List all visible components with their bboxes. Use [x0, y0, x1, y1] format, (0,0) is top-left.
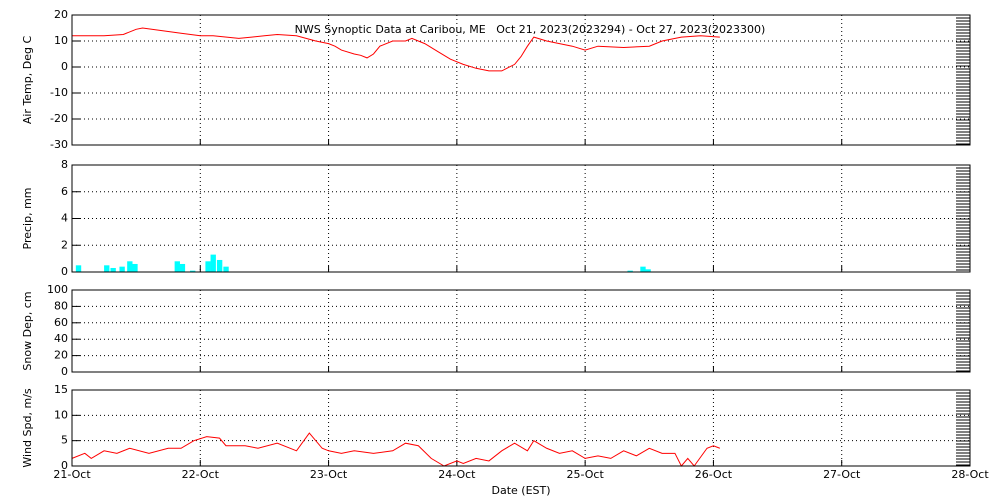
bar	[627, 270, 633, 272]
bar	[75, 265, 82, 272]
y-tick-label: -30	[50, 138, 68, 151]
y-tick-label: 2	[61, 238, 68, 251]
y-tick-label: 40	[54, 332, 68, 345]
bar	[645, 269, 651, 272]
y-tick-label: 20	[54, 8, 68, 21]
plot-frame	[71, 289, 971, 373]
y-tick-label: 8	[61, 158, 68, 171]
y-tick-label: 5	[61, 434, 68, 447]
x-tick-label: 23-Oct	[310, 468, 348, 481]
y-tick-label: 10	[54, 34, 68, 47]
bar	[190, 270, 196, 272]
y-tick-label: 0	[61, 365, 68, 378]
y-tick-label: 0	[61, 60, 68, 73]
bar	[174, 261, 180, 272]
y-tick-label: -20	[50, 112, 68, 125]
y-axis-label: Precip, mm	[21, 188, 34, 250]
bar	[104, 265, 110, 272]
y-tick-label: 60	[54, 316, 68, 329]
chart-title: NWS Synoptic Data at Caribou, ME Oct 21,…	[295, 23, 766, 36]
bar	[179, 263, 186, 272]
y-tick-label: 0	[61, 265, 68, 278]
y-tick-label: 0	[61, 459, 68, 472]
plot-frame	[71, 164, 971, 273]
bar	[216, 259, 223, 272]
bar	[205, 261, 211, 272]
x-tick-label: 24-Oct	[438, 468, 476, 481]
plot-frame	[71, 14, 971, 146]
bar	[210, 254, 216, 272]
x-tick-label: 25-Oct	[566, 468, 604, 481]
line	[72, 27, 720, 72]
y-tick-label: 20	[54, 349, 68, 362]
y-tick-label: 10	[54, 408, 68, 421]
y-tick-label: -10	[50, 86, 68, 99]
x-tick-label: 22-Oct	[182, 468, 220, 481]
y-tick-label: 15	[54, 383, 68, 396]
y-axis-label: Snow Dep, cm	[21, 291, 34, 370]
bar	[223, 266, 229, 272]
y-axis-label: Air Temp, Deg C	[21, 36, 34, 125]
line	[71, 432, 721, 467]
bar	[119, 266, 125, 272]
y-tick-label: 6	[61, 185, 68, 198]
x-tick-label: 26-Oct	[695, 468, 733, 481]
y-tick-label: 100	[47, 283, 68, 296]
y-tick-label: 80	[54, 299, 68, 312]
x-axis-label: Date (EST)	[491, 484, 550, 497]
x-tick-label: 21-Oct	[53, 468, 91, 481]
x-tick-label: 27-Oct	[823, 468, 861, 481]
plot-frame	[71, 389, 971, 467]
bar	[110, 267, 116, 272]
bar	[127, 261, 133, 272]
bar	[132, 263, 138, 272]
y-axis-label: Wind Spd, m/s	[21, 388, 34, 468]
bar	[640, 266, 646, 272]
y-tick-label: 4	[61, 212, 68, 225]
x-tick-label: 28-Oct	[951, 468, 989, 481]
